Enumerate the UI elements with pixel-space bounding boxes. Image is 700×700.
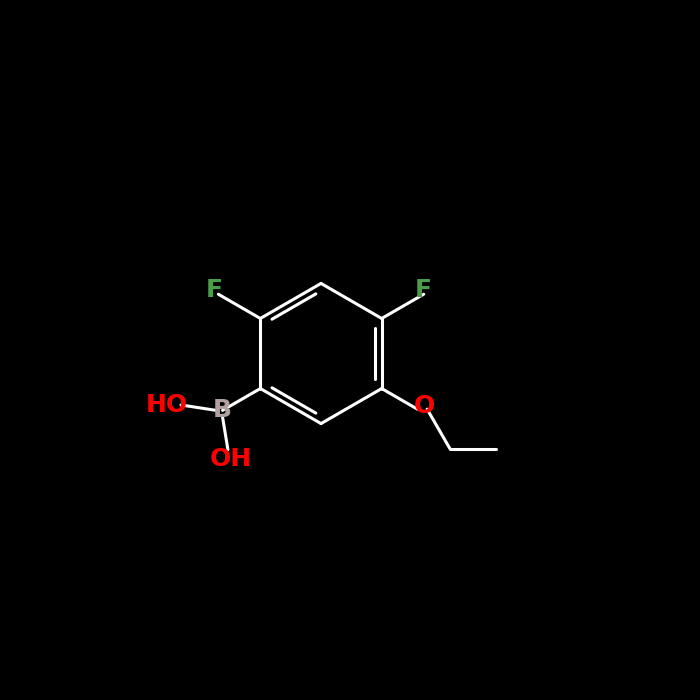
Text: F: F — [206, 278, 223, 302]
Text: O: O — [413, 395, 435, 419]
Text: F: F — [415, 278, 432, 302]
Text: B: B — [213, 398, 232, 422]
Text: HO: HO — [146, 393, 188, 417]
Text: OH: OH — [209, 447, 252, 471]
